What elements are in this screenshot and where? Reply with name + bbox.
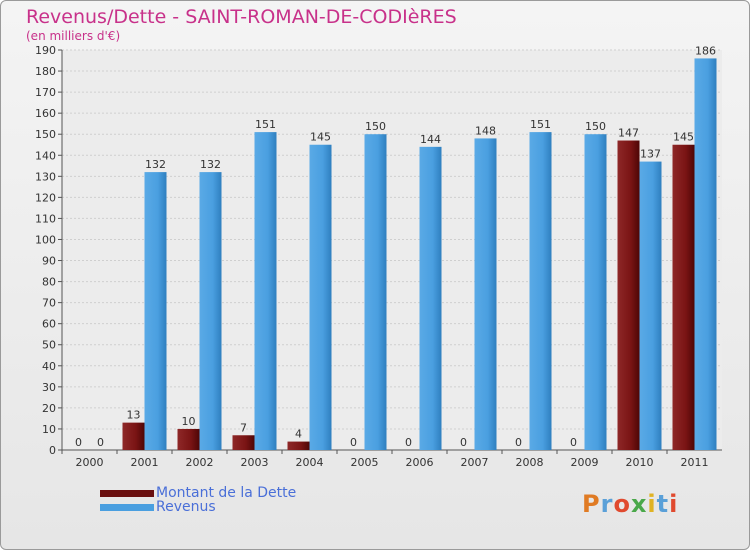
x-tick-label: 2005 (351, 456, 379, 469)
bar-revenus (364, 134, 387, 451)
data-label: 150 (365, 120, 386, 133)
data-label: 144 (420, 133, 441, 146)
bar-dette (122, 422, 145, 450)
x-tick-label: 2001 (131, 456, 159, 469)
data-label: 13 (127, 409, 141, 422)
legend-swatch-debt (100, 489, 154, 497)
y-tick-label: 130 (35, 170, 56, 183)
x-tick-label: 2002 (186, 456, 214, 469)
data-label: 0 (405, 436, 412, 449)
bar-dette (672, 144, 695, 450)
logo-letter: i (647, 490, 657, 518)
data-label: 132 (145, 158, 166, 171)
x-tick-label: 2004 (296, 456, 324, 469)
y-tick-label: 180 (35, 65, 56, 78)
bar-revenus (639, 161, 662, 450)
data-label: 10 (182, 415, 196, 428)
y-tick-label: 0 (49, 444, 56, 457)
y-tick-label: 60 (42, 318, 56, 331)
bar-revenus (199, 172, 222, 450)
logo-letter: i (669, 490, 679, 518)
y-tick-label: 100 (35, 233, 56, 246)
bar-revenus (254, 132, 277, 450)
bar-revenus (584, 134, 607, 451)
y-tick-label: 170 (35, 86, 56, 99)
bar-revenus (419, 146, 442, 450)
bar-revenus (694, 58, 717, 450)
bar-dette (287, 441, 310, 450)
x-tick-label: 2006 (406, 456, 434, 469)
data-label: 0 (350, 436, 357, 449)
proxiti-logo: Proxiti (582, 490, 678, 518)
logo-letter: r (600, 490, 614, 518)
legend-label-debt: Montant de la Dette (156, 485, 297, 501)
data-label: 145 (310, 131, 331, 144)
y-tick-label: 90 (42, 255, 56, 268)
y-tick-label: 50 (42, 339, 56, 352)
data-label: 0 (515, 436, 522, 449)
y-tick-label: 20 (42, 402, 56, 415)
x-tick-label: 2008 (516, 456, 544, 469)
data-label: 7 (240, 421, 247, 434)
x-tick-label: 2010 (626, 456, 654, 469)
bar-revenus (529, 132, 552, 450)
logo-letter: P (582, 490, 601, 518)
data-label: 151 (255, 118, 276, 131)
data-label: 186 (695, 44, 716, 57)
bar-dette (617, 140, 640, 451)
y-tick-label: 40 (42, 360, 56, 373)
legend-swatch-revenus (100, 503, 154, 511)
y-tick-label: 10 (42, 423, 56, 436)
logo-letter: x (630, 490, 648, 518)
bar-revenus (144, 172, 167, 450)
data-label: 0 (97, 436, 104, 449)
x-tick-label: 2011 (681, 456, 709, 469)
y-tick-label: 120 (35, 191, 56, 204)
chart-subtitle: (en milliers d'€) (26, 29, 121, 43)
legend: Montant de la Dette Revenus (100, 485, 297, 515)
y-tick-label: 30 (42, 381, 56, 394)
bar-revenus (474, 138, 497, 450)
y-tick-label: 70 (42, 297, 56, 310)
data-label: 0 (570, 436, 577, 449)
bar-dette (232, 435, 255, 450)
bar-dette (177, 428, 200, 450)
legend-item-debt: Montant de la Dette (100, 485, 297, 501)
x-tick-label: 2009 (571, 456, 599, 469)
y-tick-label: 140 (35, 149, 56, 162)
plot-area (62, 50, 722, 450)
logo-letter: t (656, 490, 670, 518)
data-label: 132 (200, 158, 221, 171)
bar-revenus (309, 144, 332, 450)
data-label: 145 (673, 131, 694, 144)
data-label: 151 (530, 118, 551, 131)
y-tick-label: 190 (35, 44, 56, 57)
data-label: 148 (475, 124, 496, 137)
data-label: 0 (75, 436, 82, 449)
y-tick-label: 160 (35, 107, 56, 120)
y-tick-label: 110 (35, 212, 56, 225)
x-tick-label: 2007 (461, 456, 489, 469)
x-tick-label: 2003 (241, 456, 269, 469)
data-label: 4 (295, 428, 302, 441)
data-label: 147 (618, 127, 639, 140)
x-tick-label: 2000 (76, 456, 104, 469)
logo-letter: o (613, 490, 631, 518)
chart-title: Revenus/Dette - SAINT-ROMAN-DE-CODIèRES (26, 6, 457, 28)
y-tick-label: 150 (35, 128, 56, 141)
legend-item-revenus: Revenus (100, 499, 296, 515)
y-tick-label: 80 (42, 276, 56, 289)
legend-label-revenus: Revenus (156, 499, 216, 515)
data-label: 150 (585, 120, 606, 133)
data-label: 0 (460, 436, 467, 449)
data-label: 137 (640, 148, 661, 161)
